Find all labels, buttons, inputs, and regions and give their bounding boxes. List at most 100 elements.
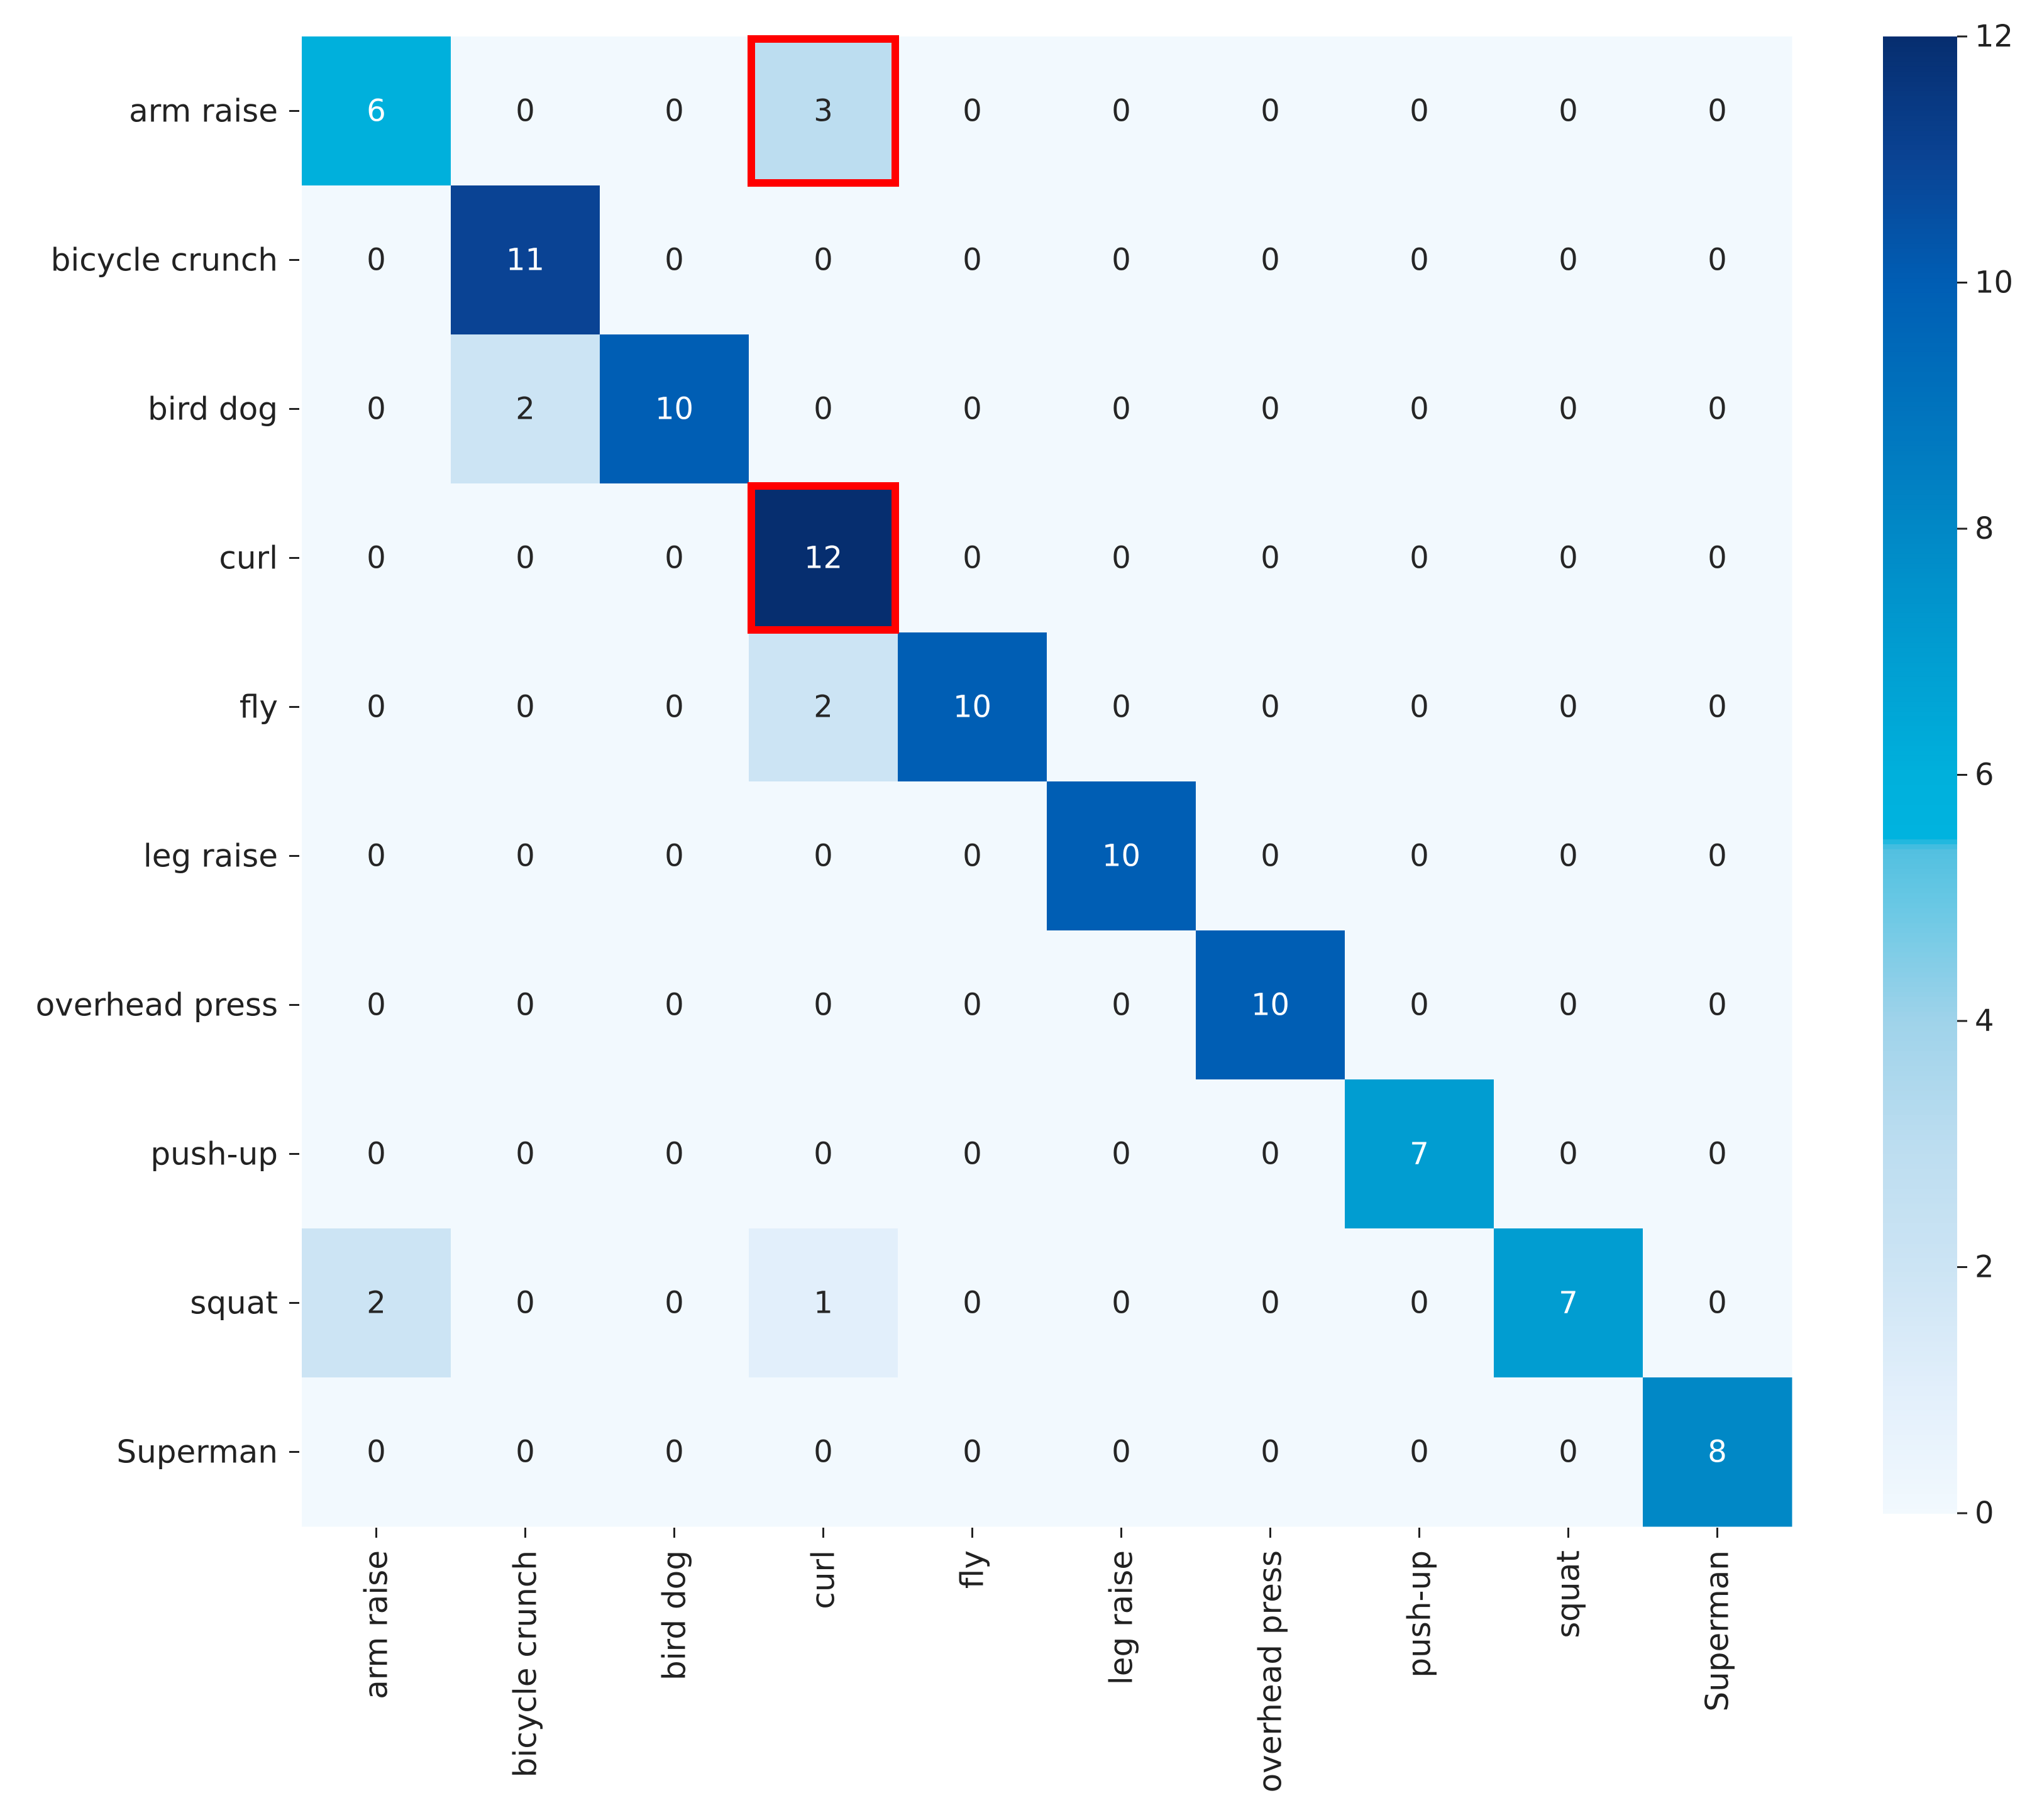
cell-value: 0 xyxy=(367,243,386,278)
colorbar-segment xyxy=(1883,1213,1957,1218)
cell-value: 0 xyxy=(814,243,833,278)
cell-value: 0 xyxy=(1410,1435,1429,1470)
x-tick-label: bicycle crunch xyxy=(507,1550,544,1777)
heatmap-cell xyxy=(1643,632,1792,782)
colorbar-segment xyxy=(1883,1164,1957,1169)
cell-value: 0 xyxy=(1708,839,1727,874)
colorbar-segment xyxy=(1883,312,1957,318)
cell-value: 6 xyxy=(367,94,386,129)
colorbar-segment xyxy=(1883,1498,1957,1504)
x-tick-label: push-up xyxy=(1401,1550,1438,1678)
heatmap-cell xyxy=(302,1079,451,1229)
colorbar-segment xyxy=(1883,1006,1957,1012)
colorbar-segment xyxy=(1883,145,1957,150)
colorbar-segment xyxy=(1883,91,1957,96)
colorbar-segment xyxy=(1883,115,1957,121)
colorbar-segment xyxy=(1883,258,1957,263)
heatmap-cell xyxy=(600,632,749,782)
colorbar-segment xyxy=(1883,971,1957,978)
colorbar-segment xyxy=(1883,243,1957,249)
colorbar-segment xyxy=(1883,1159,1957,1164)
colorbar-segment xyxy=(1883,1404,1957,1411)
colorbar-segment xyxy=(1883,1218,1957,1223)
heatmap-cell xyxy=(600,185,749,335)
colorbar-segment xyxy=(1883,1449,1957,1455)
y-tick-label: overhead press xyxy=(36,987,278,1023)
colorbar-segment xyxy=(1883,750,1957,756)
colorbar-segment xyxy=(1883,720,1957,726)
colorbar-segment xyxy=(1883,376,1957,382)
heatmap-cell xyxy=(1047,185,1196,335)
heatmap-cell xyxy=(1494,930,1643,1080)
cell-value: 0 xyxy=(1410,541,1429,576)
colorbar-segment xyxy=(1883,1060,1957,1066)
highlight-boxes xyxy=(748,35,899,634)
colorbar-segment xyxy=(1883,1075,1957,1081)
colorbar-segment xyxy=(1883,1439,1957,1445)
colorbar-segment xyxy=(1883,400,1957,407)
colorbar-segment xyxy=(1883,917,1957,924)
colorbar-segment xyxy=(1883,1390,1957,1396)
colorbar-segment xyxy=(1883,1336,1957,1342)
colorbar-segment xyxy=(1883,1114,1957,1120)
colorbar-tick-label: 0 xyxy=(1975,1496,1994,1531)
cell-value: 0 xyxy=(367,1137,386,1172)
heatmap-cell xyxy=(1643,36,1792,186)
heatmap-cell xyxy=(451,1079,600,1229)
heatmap-grid xyxy=(302,36,1792,1527)
colorbar-segment xyxy=(1883,1168,1957,1174)
colorbar-segment xyxy=(1883,371,1957,377)
colorbar-segment xyxy=(1883,873,1957,879)
colorbar-segment xyxy=(1883,331,1957,338)
colorbar-segment xyxy=(1883,1016,1957,1022)
heatmap-cell xyxy=(600,1228,749,1378)
cell-value: 0 xyxy=(1708,1286,1727,1321)
colorbar-segment xyxy=(1883,529,1957,534)
colorbar-segment xyxy=(1883,1050,1957,1056)
heatmap-cell xyxy=(898,1377,1047,1527)
heatmap-cell xyxy=(749,334,898,484)
cell-value: 0 xyxy=(516,988,535,1023)
heatmap-cell xyxy=(749,1079,898,1229)
x-tick-label: curl xyxy=(805,1550,842,1609)
colorbar-segment xyxy=(1883,460,1957,466)
heatmap-cell xyxy=(749,781,898,931)
colorbar-segment xyxy=(1883,385,1957,392)
heatmap-cell xyxy=(898,632,1047,782)
heatmap-cell xyxy=(451,930,600,1080)
colorbar-segment xyxy=(1883,159,1957,165)
cell-value: 0 xyxy=(1559,1435,1578,1470)
colorbar-segment xyxy=(1883,1242,1957,1248)
heatmap-cell xyxy=(1643,781,1792,931)
colorbar-segment xyxy=(1883,1030,1957,1037)
colorbar-segment xyxy=(1883,1198,1957,1204)
cell-value: 0 xyxy=(1261,392,1280,427)
colorbar-segment xyxy=(1883,1395,1957,1401)
colorbar-segment xyxy=(1883,612,1957,618)
colorbar-segment xyxy=(1883,844,1957,849)
colorbar-segment xyxy=(1883,110,1957,116)
colorbar-segment xyxy=(1883,942,1957,948)
colorbar-segment xyxy=(1883,1493,1957,1499)
colorbar-segment xyxy=(1883,858,1957,864)
heatmap-cell xyxy=(1047,334,1196,484)
heatmap-cell xyxy=(600,483,749,633)
colorbar-segment xyxy=(1883,1459,1957,1465)
colorbar-segment xyxy=(1883,622,1957,628)
colorbar-segment xyxy=(1883,449,1957,456)
colorbar-segment xyxy=(1883,740,1957,746)
cell-value: 0 xyxy=(1708,988,1727,1023)
colorbar-segment xyxy=(1883,1503,1957,1509)
x-tick-label: squat xyxy=(1550,1550,1587,1638)
heatmap-cell xyxy=(898,483,1047,633)
cell-value: 0 xyxy=(1112,988,1131,1023)
colorbar-segment xyxy=(1883,46,1957,52)
cell-value: 2 xyxy=(814,690,833,725)
heatmap-cell xyxy=(749,1377,898,1527)
y-tick-label: Superman xyxy=(116,1434,278,1470)
colorbar-segment xyxy=(1883,1345,1957,1352)
colorbar-segment xyxy=(1883,710,1957,717)
colorbar-segment xyxy=(1883,863,1957,869)
colorbar-segment xyxy=(1883,504,1957,510)
colorbar-segment xyxy=(1883,1360,1957,1366)
